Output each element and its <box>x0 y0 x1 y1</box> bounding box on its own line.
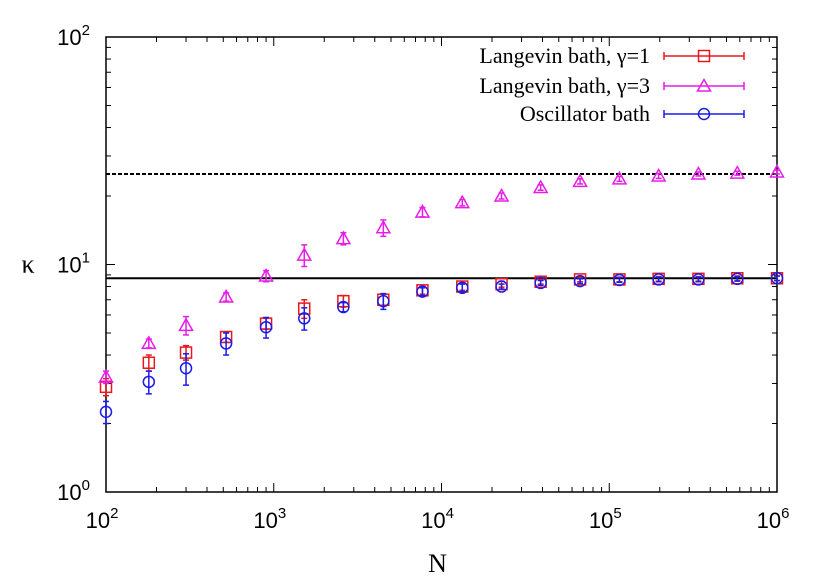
y-tick-label: 100 <box>57 477 90 505</box>
data-point-triangle <box>532 179 549 194</box>
data-point-circle <box>259 320 273 334</box>
data-point-circle <box>142 375 156 389</box>
y-tick-label: 101 <box>57 250 90 278</box>
legend: Langevin bath, γ=1 Langevin bath, γ=3 Osci… <box>479 43 745 126</box>
data-point-triangle <box>454 194 471 209</box>
data-point-triangle <box>414 204 431 218</box>
data-point-triangle <box>572 173 588 188</box>
x-axis-ticks: 102 103 104 105 106 <box>86 37 790 533</box>
data-point-triangle <box>375 219 392 234</box>
data-point-circle <box>770 272 784 285</box>
data-point-circle <box>416 285 429 298</box>
data-point-circle <box>377 294 390 308</box>
legend-marker-circle <box>697 107 711 121</box>
data-point-triangle <box>258 267 274 282</box>
data-point-square <box>142 356 156 369</box>
x-axis-title: N <box>428 549 447 578</box>
legend-label: Langevin bath, γ=1 <box>479 43 650 68</box>
data-point-triangle <box>178 317 194 332</box>
data-point-circle <box>613 273 626 287</box>
series-square <box>99 272 784 397</box>
legend-label: Langevin bath, γ=3 <box>479 73 650 98</box>
x-tick-label: 102 <box>86 505 119 533</box>
data-series <box>98 163 785 425</box>
x-tick-label: 105 <box>589 505 622 533</box>
data-point-circle <box>731 272 744 286</box>
data-point-triangle <box>141 335 157 350</box>
data-point-triangle <box>296 247 313 261</box>
legend-marker-triangle <box>696 77 712 92</box>
data-point-circle <box>179 361 193 375</box>
data-point-triangle <box>218 288 234 303</box>
x-tick-label: 104 <box>421 505 454 533</box>
data-point-triangle <box>650 167 667 182</box>
data-point-circle <box>219 337 233 350</box>
y-axis-ticks: 100 101 102 <box>57 22 777 505</box>
data-point-circle <box>652 273 665 286</box>
legend-marker-square <box>697 49 711 63</box>
data-point-circle <box>337 300 350 314</box>
data-point-triangle <box>98 369 114 383</box>
y-axis-title: κ <box>21 250 34 279</box>
data-point-triangle <box>769 163 785 178</box>
data-point-triangle <box>729 165 746 179</box>
data-point-circle <box>534 276 547 290</box>
data-point-triangle <box>690 165 707 180</box>
data-point-circle <box>573 274 587 288</box>
series-triangle <box>98 163 785 385</box>
x-tick-label: 106 <box>757 505 790 533</box>
data-point-circle <box>298 312 311 325</box>
data-point-circle <box>99 405 113 419</box>
x-tick-label: 103 <box>253 505 286 533</box>
y-tick-label: 102 <box>57 22 90 50</box>
data-point-circle <box>692 273 705 286</box>
series-circle <box>99 272 784 425</box>
data-point-circle <box>495 280 508 293</box>
reference-lines <box>106 172 777 280</box>
plot-area-frame <box>105 36 778 493</box>
data-point-circle <box>456 281 469 295</box>
data-point-triangle <box>335 230 352 245</box>
data-point-triangle <box>611 170 628 185</box>
legend-label: Oscillator bath <box>520 101 650 126</box>
data-point-triangle <box>493 187 510 202</box>
